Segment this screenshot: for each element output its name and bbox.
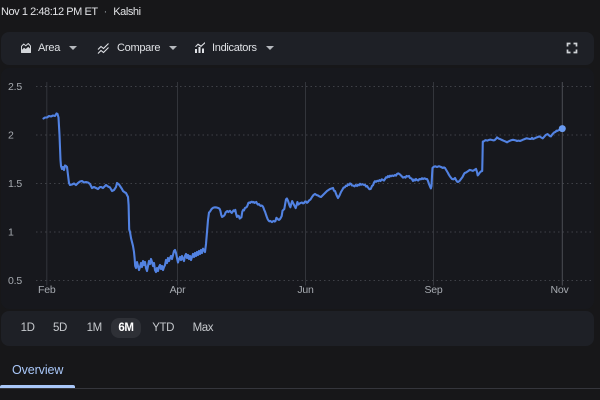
svg-text:1: 1 xyxy=(8,227,14,239)
svg-text:0.5: 0.5 xyxy=(8,275,22,287)
svg-text:Feb: Feb xyxy=(38,284,56,296)
svg-text:Sep: Sep xyxy=(424,284,442,296)
svg-text:Nov: Nov xyxy=(550,284,569,296)
svg-text:2: 2 xyxy=(8,130,14,142)
svg-text:Jun: Jun xyxy=(297,284,314,296)
svg-text:1.5: 1.5 xyxy=(8,178,22,190)
svg-text:Apr: Apr xyxy=(170,284,186,296)
svg-text:2.5: 2.5 xyxy=(8,81,22,93)
